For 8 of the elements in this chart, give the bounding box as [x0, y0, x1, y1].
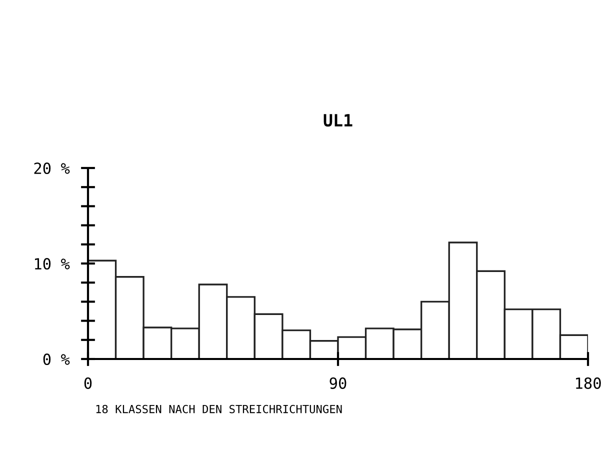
y-tick-label: 20 % — [34, 162, 70, 174]
x-tick-label: 90 — [330, 377, 346, 389]
x-tick-label: 0 — [84, 377, 92, 389]
y-tick-label: 0 % — [43, 354, 70, 366]
text: 18 KLASSEN NACH DEN STREICHRICHTUNGEN — [96, 404, 342, 414]
chart-title: UL1 — [324, 114, 352, 127]
x-tick-label: 180 — [576, 377, 601, 389]
y-tick-label: 10 % — [34, 258, 70, 270]
